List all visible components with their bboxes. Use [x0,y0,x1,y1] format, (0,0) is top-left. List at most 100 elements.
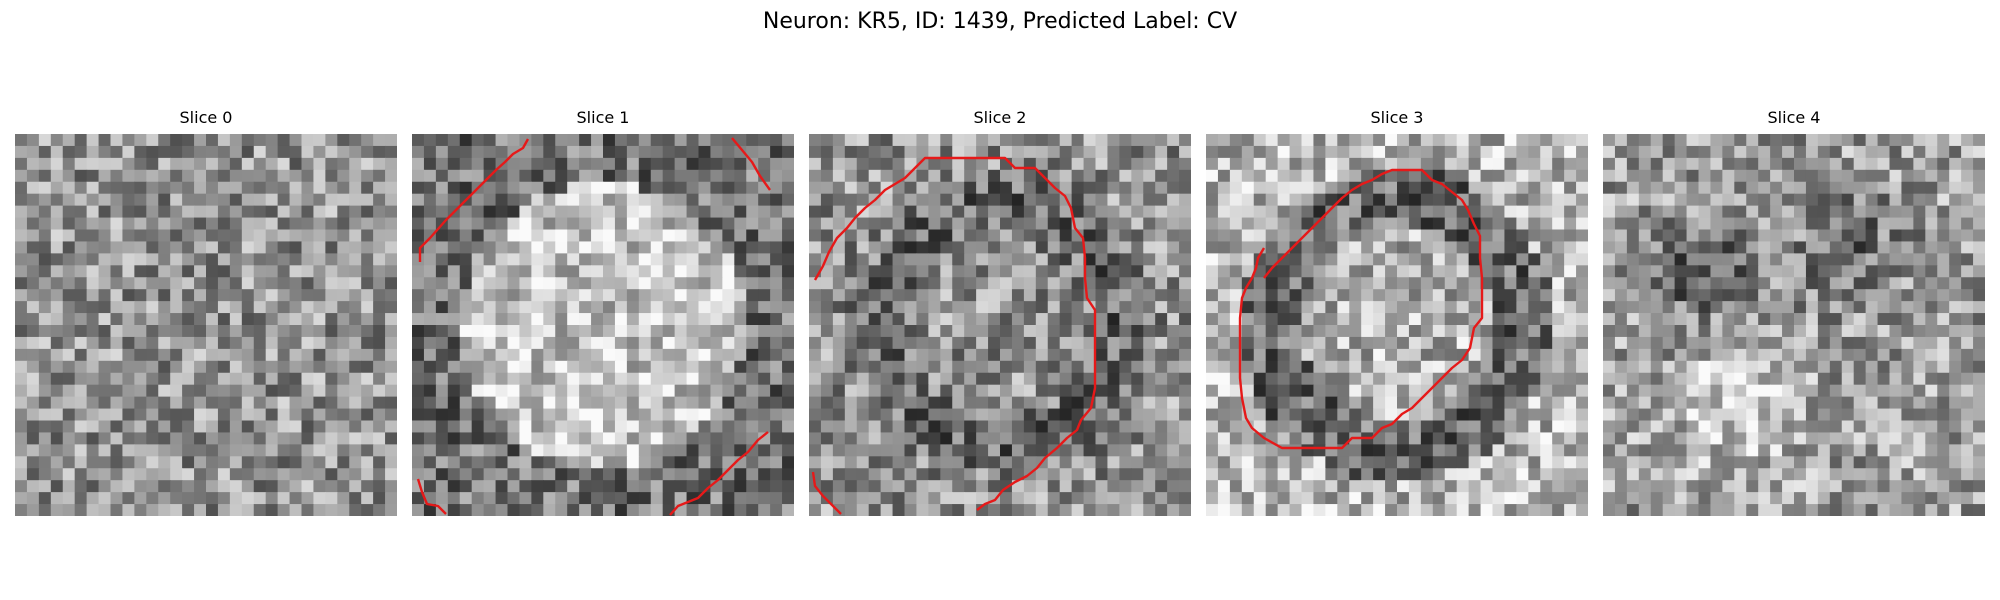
pixel-cell [832,444,846,457]
pixel-cell [844,384,858,398]
pixel-cell [170,384,183,398]
pixel-cell [1576,420,1588,434]
pixel-cell [1131,504,1144,516]
pixel-cell [1782,408,1795,422]
pixel-cell [146,432,159,445]
pixel-cell [1698,301,1712,314]
pixel-cell [62,289,76,302]
pixel-cell [1877,289,1891,302]
pixel-cell [1047,456,1061,469]
pixel-cell [1492,265,1506,278]
pixel-cell [182,444,195,457]
pixel-cell [1841,277,1855,290]
pixel-cell [1650,134,1664,147]
pixel-cell [1217,492,1231,505]
pixel-cell [194,229,207,243]
pixel-cell [734,157,747,171]
pixel-cell [734,468,747,481]
pixel-cell [555,229,568,243]
pixel-cell [1805,265,1819,278]
pixel-cell [626,193,640,207]
pixel-cell [447,325,461,338]
pixel-cell [1841,253,1855,266]
pixel-cell [1131,241,1144,254]
pixel-cell [1829,169,1843,183]
pixel-cell [674,205,688,219]
pixel-cell [758,313,771,326]
pixel-cell [1746,325,1759,338]
pixel-cell [1746,384,1759,398]
pixel-cell [1011,277,1025,290]
pixel-cell [940,265,953,278]
pixel-cell [1841,241,1855,254]
pixel-cell [892,504,906,516]
pixel-cell [1301,336,1315,350]
pixel-cell [1540,253,1553,266]
pixel-cell [337,325,350,338]
pixel-cell [531,492,544,505]
pixel-cell [1155,348,1168,362]
pixel-cell [265,229,279,243]
pixel-cell [289,134,303,147]
pixel-cell [1047,145,1061,159]
pixel-cell [1301,169,1315,183]
pixel-cell [435,348,449,362]
pixel-cell [1504,444,1517,457]
pixel-cell [1937,313,1950,326]
pixel-cell [844,229,858,243]
pixel-cell [746,384,759,398]
pixel-cell [1770,372,1783,386]
pixel-cell [1206,336,1219,350]
pixel-cell [471,336,485,350]
pixel-cell [1206,145,1219,159]
pixel-cell [38,444,52,457]
pixel-cell [1710,169,1723,183]
pixel-cell [289,396,303,410]
pixel-cell [1770,253,1783,266]
pixel-cell [26,456,40,469]
pixel-cell [325,181,338,195]
pixel-cell [1782,456,1795,469]
pixel-cell [435,145,449,159]
pixel-cell [868,145,882,159]
pixel-cell [1650,145,1664,159]
pixel-cell [1949,432,1962,445]
pixel-cell [626,205,640,219]
pixel-cell [1853,169,1867,183]
pixel-cell [1011,313,1025,326]
pixel-cell [1408,241,1422,254]
pixel-cell [1889,145,1903,159]
pixel-cell [50,348,64,362]
pixel-cell [1504,492,1517,505]
pixel-cell [1119,253,1132,266]
pixel-cell [1576,205,1588,219]
pixel-cell [1035,480,1049,493]
pixel-cell [1794,325,1807,338]
pixel-cell [1023,420,1037,434]
pixel-cell [1444,313,1458,326]
pixel-cell [1746,396,1759,410]
pixel-cell [976,504,989,516]
pixel-cell [1241,325,1255,338]
pixel-cell [1698,360,1712,374]
pixel-cell [423,205,437,219]
pixel-cell [1119,444,1132,457]
pixel-cell [1325,169,1338,183]
pixel-cell [638,325,652,338]
pixel-cell [1877,277,1891,290]
pixel-cell [1217,241,1231,254]
pixel-cell [1853,396,1867,410]
pixel-cell [988,134,1001,147]
pixel-cell [1552,336,1565,350]
pixel-cell [832,265,846,278]
pixel-cell [1853,277,1867,290]
pixel-cell [206,265,219,278]
pixel-cell [1698,289,1712,302]
pixel-cell [782,241,794,254]
pixel-cell [1770,444,1783,457]
pixel-cell [1337,336,1350,350]
pixel-cell [698,289,712,302]
pixel-cell [158,253,171,266]
pixel-cell [1853,181,1867,195]
pixel-cell [15,157,28,171]
